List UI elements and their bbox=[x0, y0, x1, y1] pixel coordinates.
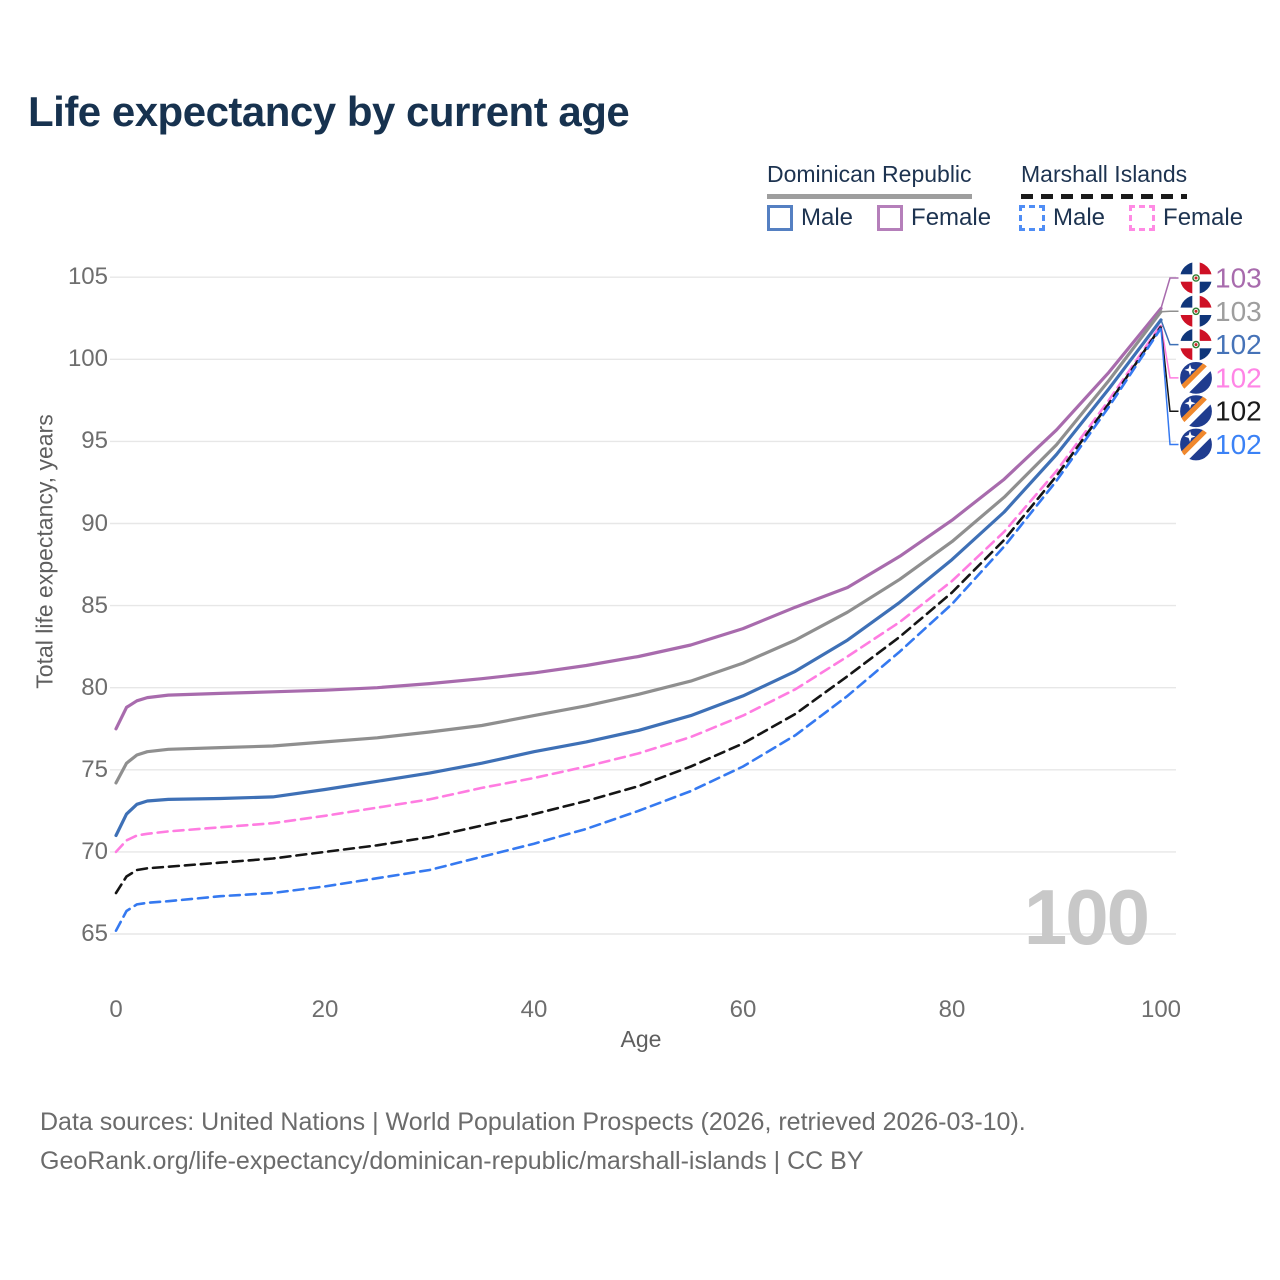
y-tick-label: 75 bbox=[81, 755, 108, 783]
legend-item-label: Male bbox=[801, 204, 854, 231]
x-tick-label: 100 bbox=[1140, 996, 1182, 1023]
legend-group-marshall-islands: Marshall Islands bbox=[1021, 161, 1188, 199]
legend-item-marshall-islands-female[interactable]: Female bbox=[1129, 204, 1243, 232]
y-tick-label: 100 bbox=[67, 345, 108, 373]
end-value-label: 103 bbox=[1215, 263, 1262, 294]
x-tick-label: 60 bbox=[729, 996, 757, 1023]
series-line-5[interactable] bbox=[114, 326, 1163, 932]
x-tick-label: 0 bbox=[109, 996, 123, 1023]
flag-icon-dominican-republic bbox=[1178, 327, 1214, 362]
y-tick-label: 95 bbox=[81, 427, 108, 455]
y-tick-label: 70 bbox=[81, 837, 108, 865]
legend-item-dominican-republic-male[interactable]: Male bbox=[767, 204, 853, 232]
legend-item-label: Female bbox=[1163, 204, 1244, 231]
end-value-label: 103 bbox=[1215, 296, 1262, 327]
end-label-leader bbox=[1160, 324, 1179, 379]
series-line-1[interactable] bbox=[114, 310, 1163, 785]
legend-item-dominican-republic-female[interactable]: Female bbox=[877, 204, 991, 232]
flag-icon-marshall-islands bbox=[1178, 360, 1214, 395]
age-watermark: 100 bbox=[1024, 873, 1148, 961]
end-value-label: 102 bbox=[1215, 429, 1262, 460]
x-tick-label: 80 bbox=[938, 996, 966, 1023]
legend-items-dominican-republic: Male Female bbox=[767, 204, 991, 232]
legend-underline-solid bbox=[767, 194, 972, 199]
legend-item-label: Male bbox=[1053, 204, 1106, 231]
footer-attribution: GeoRank.org/life-expectancy/dominican-re… bbox=[40, 1147, 864, 1175]
series-line-3[interactable] bbox=[114, 323, 1163, 854]
legend-group-dominican-republic: Dominican Republic bbox=[767, 161, 972, 199]
legend-swatch bbox=[767, 205, 793, 231]
x-tick-label: 40 bbox=[520, 996, 548, 1023]
end-value-label: 102 bbox=[1215, 362, 1262, 393]
legend-item-marshall-islands-male[interactable]: Male bbox=[1019, 204, 1105, 232]
end-label-leader bbox=[1160, 328, 1179, 446]
series-line-2[interactable] bbox=[114, 318, 1163, 838]
end-label-leader bbox=[1160, 326, 1179, 412]
page-title: Life expectancy by current age bbox=[28, 88, 630, 135]
series-line-4[interactable] bbox=[114, 325, 1163, 895]
legend-underline-dashed bbox=[1021, 194, 1188, 199]
legend-group-label: Marshall Islands bbox=[1021, 161, 1188, 187]
legend-swatch bbox=[877, 205, 904, 231]
x-tick-label: 20 bbox=[311, 996, 339, 1023]
end-label-leader bbox=[1160, 277, 1179, 309]
flag-icon-marshall-islands bbox=[1178, 427, 1214, 462]
flag-icon-marshall-islands bbox=[1178, 394, 1214, 429]
legend-items-marshall-islands: Male Female bbox=[1019, 204, 1243, 232]
end-value-label: 102 bbox=[1215, 396, 1262, 427]
end-value-label: 102 bbox=[1215, 329, 1262, 360]
end-label-leader bbox=[1160, 319, 1179, 346]
y-tick-label: 85 bbox=[81, 591, 108, 619]
y-tick-label: 105 bbox=[67, 263, 108, 291]
legend-swatch bbox=[1129, 205, 1156, 231]
x-axis-title: Age bbox=[620, 1026, 662, 1052]
y-tick-label: 80 bbox=[81, 673, 108, 701]
y-tick-label: 65 bbox=[81, 920, 108, 947]
flag-icon-dominican-republic bbox=[1178, 294, 1214, 329]
flag-icon-dominican-republic bbox=[1178, 260, 1214, 296]
series-line-0[interactable] bbox=[114, 306, 1163, 731]
legend-group-label: Dominican Republic bbox=[767, 161, 972, 187]
y-tick-label: 90 bbox=[81, 509, 108, 537]
footer-data-sources: Data sources: United Nations | World Pop… bbox=[40, 1108, 1026, 1136]
legend-item-label: Female bbox=[911, 204, 992, 231]
legend-swatch bbox=[1019, 205, 1045, 231]
